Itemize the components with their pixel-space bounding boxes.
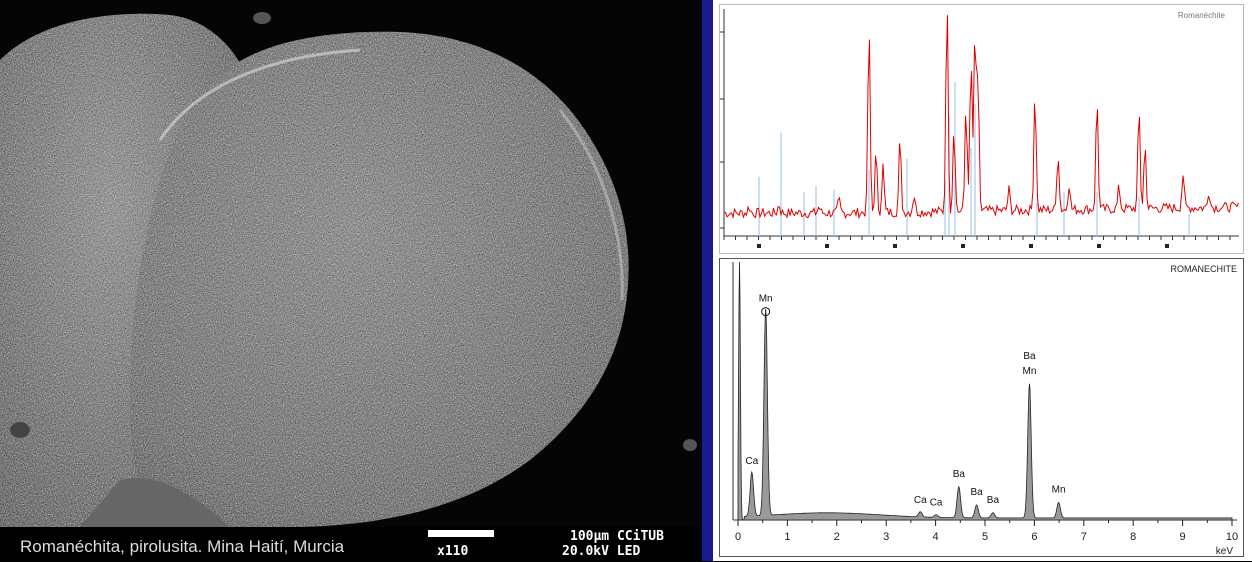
eds-x-tick-label: 10 bbox=[1226, 531, 1238, 543]
eds-peak-label: Ba bbox=[1023, 351, 1036, 362]
eds-panel: ROMANECHITE 0 1 2 3 4 5 6 7 8 9 10 Mn Ca Ca Ba Ca Ba Ba M… bbox=[719, 258, 1244, 557]
eds-x-tick-label: 4 bbox=[933, 531, 939, 543]
eds-peak-label: Mn bbox=[1052, 485, 1066, 496]
eds-x-axis: 0 1 2 3 4 5 6 7 8 9 10 bbox=[735, 520, 1238, 543]
spectra-area: Romanéchite ROMANECHITE 0 1 2 3 4 5 6 7 8 9 10 Mn C… bbox=[713, 0, 1252, 561]
xrd-major-tick bbox=[757, 244, 761, 248]
xrd-major-tick bbox=[1097, 244, 1101, 248]
eds-peak-label: Ca bbox=[930, 497, 943, 508]
eds-x-tick-label: 1 bbox=[784, 531, 790, 543]
xrd-major-tick bbox=[1165, 244, 1169, 248]
eds-peak-marker bbox=[761, 307, 771, 317]
eds-x-tick-label: 0 bbox=[735, 531, 741, 543]
eds-spectrum: ROMANECHITE 0 1 2 3 4 5 6 7 8 9 10 MnCaCaBaCaBaBaM… bbox=[719, 258, 1244, 557]
sem-info-bar bbox=[0, 527, 702, 561]
voltage-label: 20.0kV LED bbox=[562, 544, 641, 559]
eds-x-tick-label: 8 bbox=[1130, 531, 1136, 543]
eds-peak-label: Ba bbox=[970, 487, 983, 498]
xrd-major-tick bbox=[1029, 244, 1033, 248]
divider-bar bbox=[702, 0, 713, 561]
eds-x-tick-label: 3 bbox=[883, 531, 889, 543]
eds-x-tick-label: 7 bbox=[1081, 531, 1087, 543]
xrd-title: Romanéchite bbox=[1178, 11, 1226, 20]
scale-bar bbox=[428, 530, 494, 537]
xrd-measured-pattern bbox=[723, 15, 1239, 220]
eds-x-unit: keV bbox=[1216, 546, 1234, 557]
eds-x-tick-label: 6 bbox=[1031, 531, 1037, 543]
eds-peak-label: Ca bbox=[745, 456, 758, 467]
eds-peak-label: Mn bbox=[759, 294, 773, 305]
eds-peak-label: Ba bbox=[987, 495, 1000, 506]
xrd-major-tick bbox=[825, 244, 829, 248]
image-caption: Romanéchita, pirolusita. Mina Haití, Mur… bbox=[20, 537, 345, 556]
xrd-major-tick bbox=[961, 244, 965, 248]
eds-peak-label: Mn bbox=[1023, 366, 1037, 377]
eds-peak-label: Ca bbox=[914, 495, 927, 506]
sem-image bbox=[0, 12, 697, 560]
eds-x-tick-label: 2 bbox=[834, 531, 840, 543]
scale-label: 100µm CCiTUB bbox=[570, 529, 664, 544]
eds-peak-label: Ba bbox=[953, 469, 966, 480]
sem-micrograph bbox=[0, 12, 697, 560]
xrd-major-tick bbox=[893, 244, 897, 248]
xrd-plot: Romanéchite bbox=[719, 4, 1244, 254]
eds-title: ROMANECHITE bbox=[1170, 264, 1237, 274]
eds-x-tick-label: 9 bbox=[1180, 531, 1186, 543]
eds-spectrum-area bbox=[737, 261, 1233, 521]
xrd-axis-ticks bbox=[720, 31, 1231, 248]
magnification-label: x110 bbox=[437, 544, 469, 559]
xrd-panel: Romanéchite bbox=[719, 4, 1244, 254]
eds-x-tick-label: 5 bbox=[982, 531, 988, 543]
